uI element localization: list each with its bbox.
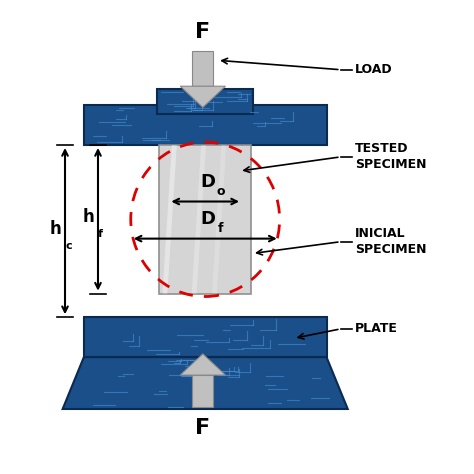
Text: F: F — [195, 22, 210, 42]
Text: F: F — [195, 418, 210, 438]
Text: PLATE: PLATE — [355, 322, 398, 336]
Text: c: c — [65, 240, 72, 251]
FancyBboxPatch shape — [84, 105, 327, 145]
Text: h: h — [82, 208, 94, 226]
FancyBboxPatch shape — [159, 145, 251, 293]
Text: o: o — [217, 185, 225, 198]
Text: D: D — [200, 210, 215, 228]
Text: f: f — [98, 229, 103, 239]
Text: LOAD: LOAD — [355, 63, 392, 76]
Text: INICIAL
SPECIMEN: INICIAL SPECIMEN — [355, 227, 426, 256]
FancyBboxPatch shape — [157, 357, 254, 383]
Text: f: f — [218, 222, 224, 235]
Text: TESTED
SPECIMEN: TESTED SPECIMEN — [355, 142, 426, 172]
Text: D: D — [200, 173, 215, 191]
Polygon shape — [63, 357, 348, 409]
FancyBboxPatch shape — [84, 317, 327, 357]
Text: h: h — [49, 220, 61, 238]
FancyBboxPatch shape — [157, 89, 254, 115]
Polygon shape — [192, 51, 213, 86]
Polygon shape — [180, 86, 226, 108]
Polygon shape — [192, 375, 213, 407]
Polygon shape — [180, 354, 226, 375]
